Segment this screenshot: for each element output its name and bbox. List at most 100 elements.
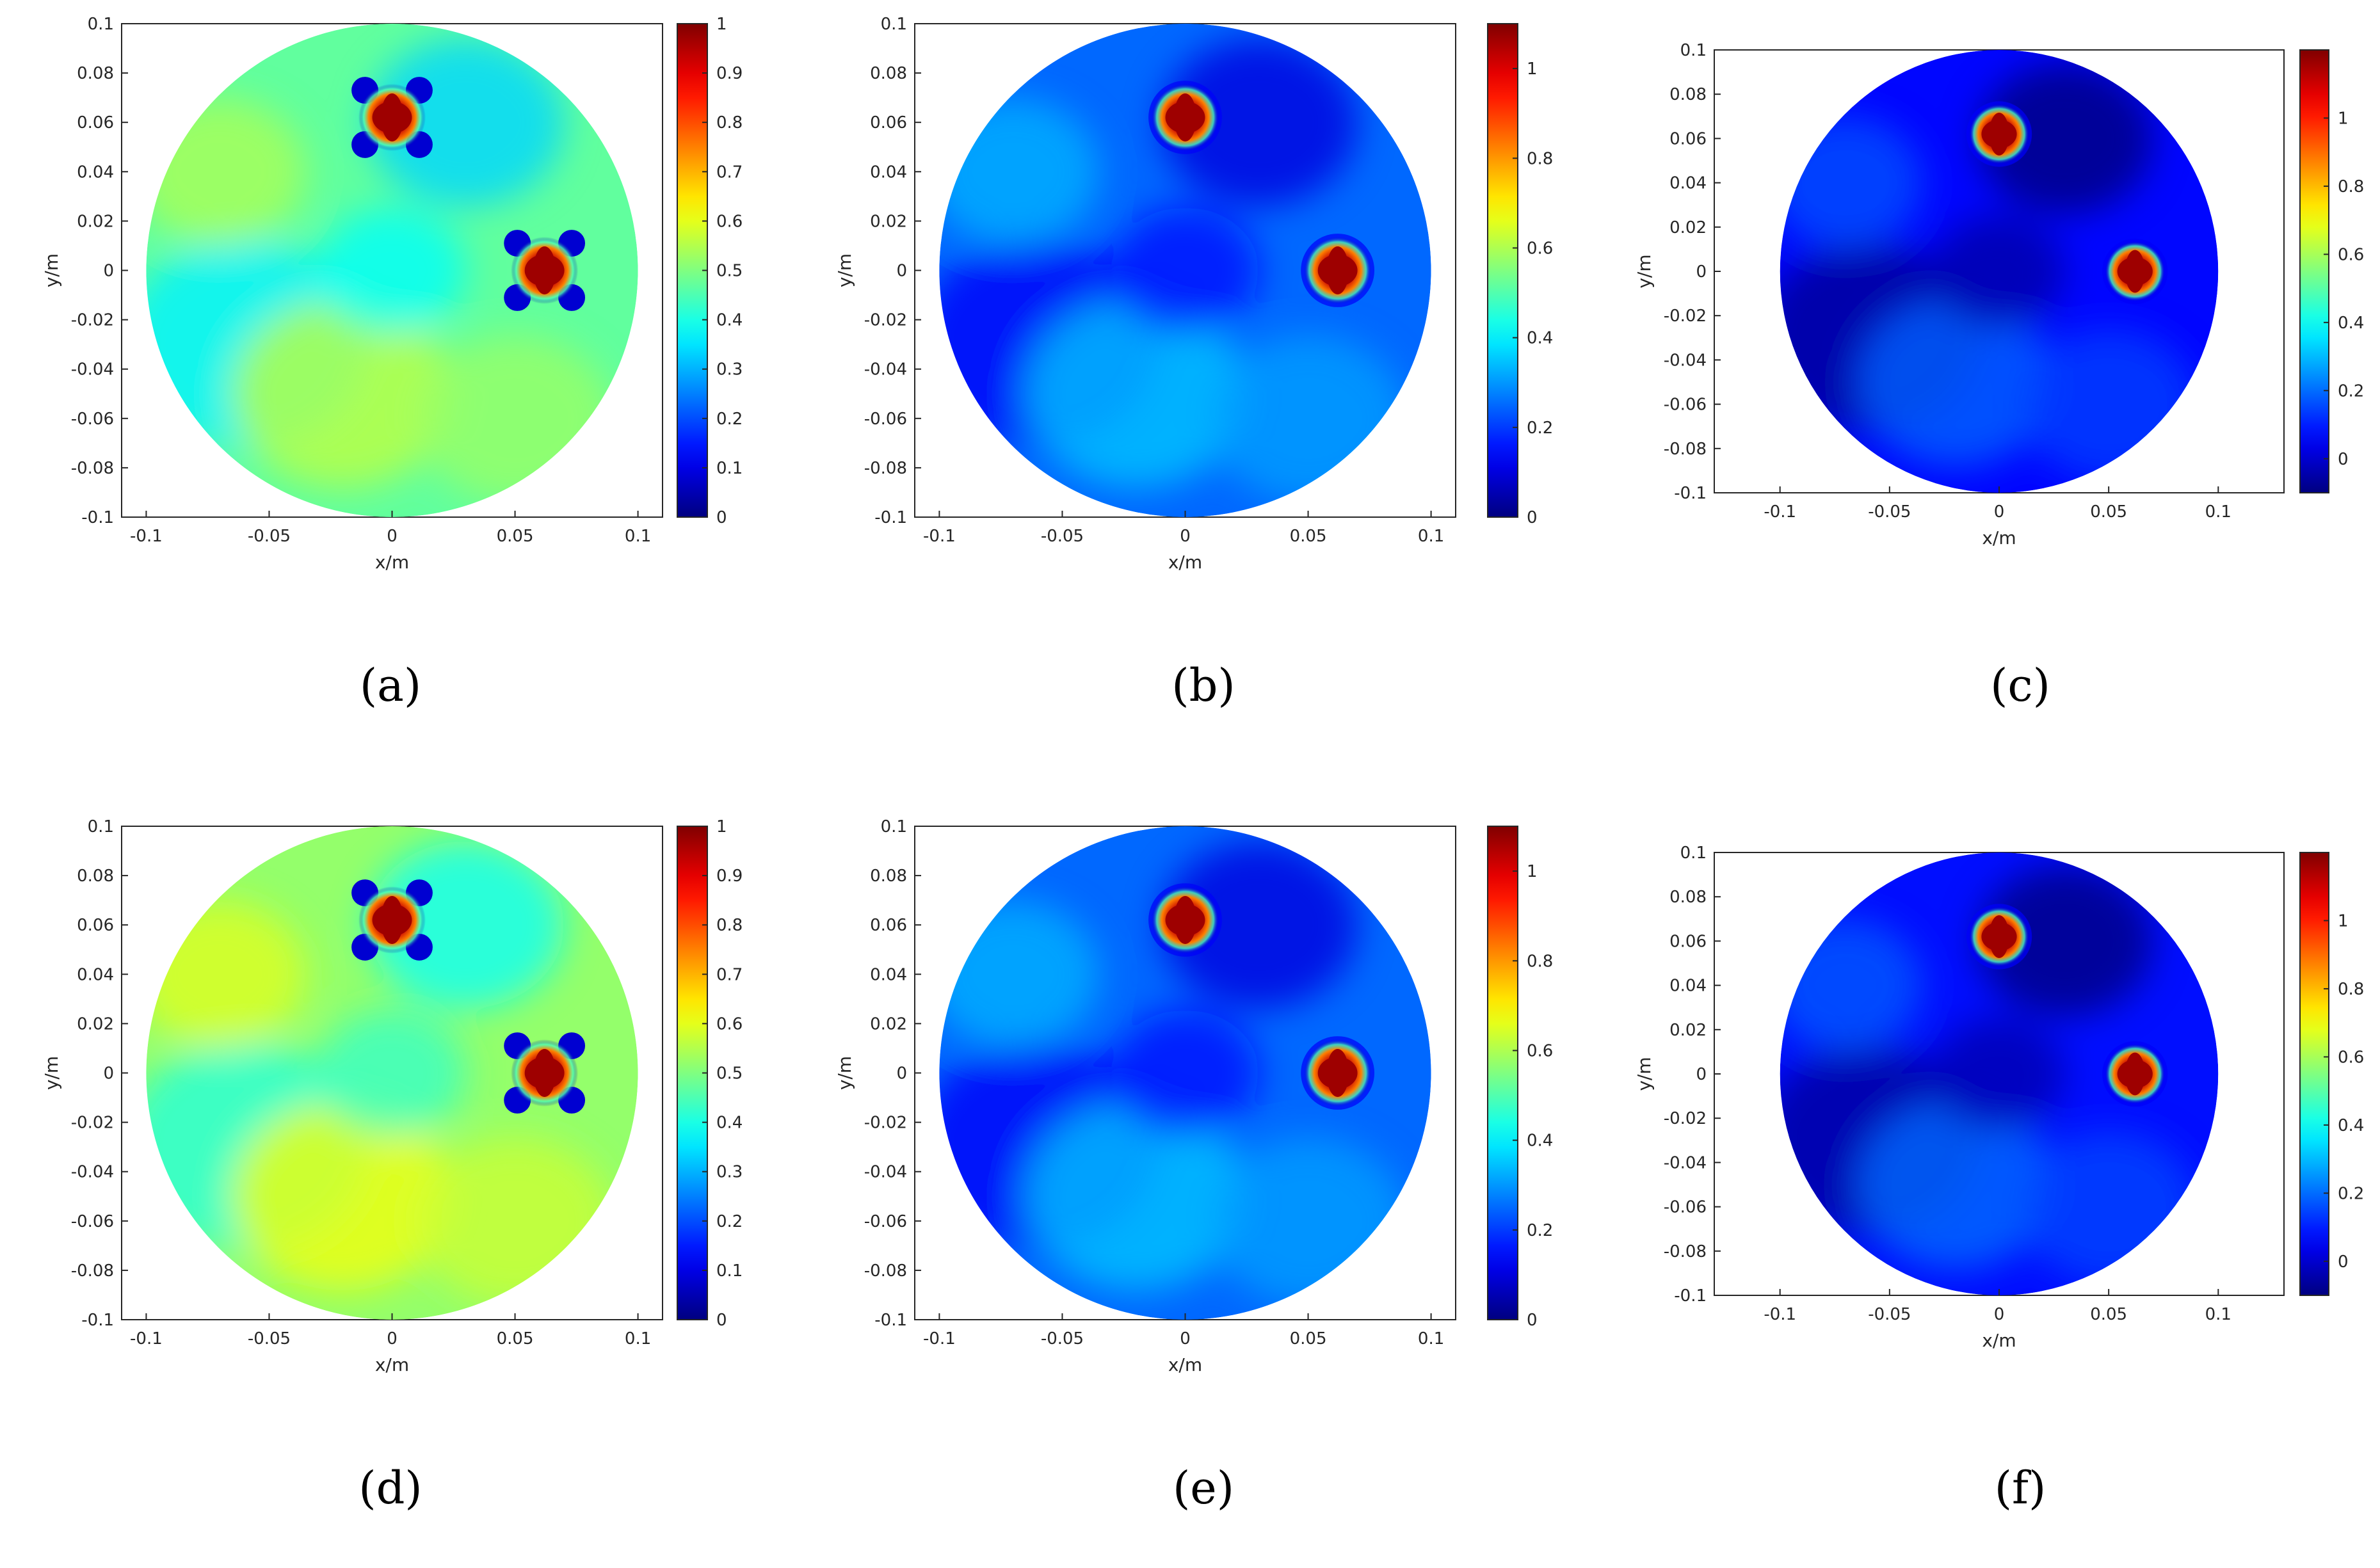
y-tick-label: 0.02 <box>1669 218 1707 237</box>
x-tick-label: -0.05 <box>1041 527 1084 546</box>
colorbar-tick-label: 0.2 <box>716 410 743 429</box>
y-tick-label: -0.02 <box>1664 1109 1707 1128</box>
y-tick-label: -0.02 <box>71 1114 114 1133</box>
colorbar-tick-label: 0.4 <box>1527 329 1553 348</box>
y-tick-label: -0.08 <box>1664 440 1707 459</box>
colorbar-tick-label: 0.4 <box>716 311 743 330</box>
y-tick-label: -0.02 <box>864 1114 907 1133</box>
colorbar-tick-label: 0.2 <box>2338 381 2364 401</box>
colorbar-tick-label: 1 <box>2338 109 2349 128</box>
colorbar-tick-label: 1 <box>716 817 727 836</box>
y-tick-label: 0.02 <box>870 212 907 231</box>
y-tick-label: 0.08 <box>870 867 907 886</box>
x-tick-label: 0.05 <box>1290 527 1327 546</box>
colorbar-tick-label: 0.2 <box>2338 1184 2364 1203</box>
y-tick-label: -0.08 <box>71 1261 114 1281</box>
colorbar <box>2299 49 2329 493</box>
colorbar-tick-label: 0.8 <box>716 113 743 132</box>
x-tick-label: -0.1 <box>923 527 956 546</box>
y-tick-label: 0.02 <box>77 212 114 231</box>
y-tick-label: 0.1 <box>1680 844 1707 863</box>
heatmap-plot-f: -0.1 -0.05 0 0.05 0.1 0.1 0.08 0.06 0.04 0.02 0 -0.… <box>1634 844 2364 1351</box>
colorbar-tick-label: 0.4 <box>2338 1116 2364 1135</box>
y-tick-label: 0.1 <box>88 817 114 836</box>
y-tick-label: 0.04 <box>870 965 907 984</box>
x-tick-label: 0.05 <box>1290 1329 1327 1348</box>
colorbar-tick-label: 0.5 <box>716 1064 743 1084</box>
inclusion-2 <box>2102 238 2168 305</box>
x-axis-label: x/m <box>1982 1330 2016 1351</box>
colorbar-tick-label: 0.7 <box>716 965 743 984</box>
y-tick-label: -0.04 <box>71 1163 114 1182</box>
x-axis-label: x/m <box>1982 527 2016 548</box>
y-tick-label: -0.1 <box>1674 484 1707 503</box>
inclusion-1 <box>351 77 433 158</box>
y-tick-label: -0.08 <box>864 459 907 478</box>
y-axis-label: y/m <box>41 253 62 287</box>
y-tick-label: -0.04 <box>71 360 114 380</box>
x-tick-label: 0 <box>1994 502 2005 522</box>
inclusion-1 <box>1148 81 1222 154</box>
y-tick-label: 0.04 <box>1669 977 1707 996</box>
y-axis-label: y/m <box>1634 254 1655 288</box>
inclusion-2 <box>1301 234 1375 307</box>
x-tick-label: 0.05 <box>2090 502 2127 522</box>
colorbar-tick-label: 0.8 <box>1527 149 1553 168</box>
y-axis-label: y/m <box>834 253 855 287</box>
colorbar-tick-label: 1 <box>1527 60 1538 79</box>
colorbar-tick-label: 0.4 <box>716 1114 743 1133</box>
x-tick-label: 0.05 <box>2090 1305 2127 1324</box>
colorbar-tick-label: 0 <box>2338 450 2349 469</box>
panel-f: -0.1 -0.05 0 0.05 0.1 0.1 0.08 0.06 0.04 0.02 0 -0.… <box>1586 803 2379 1568</box>
x-tick-label: -0.05 <box>248 527 291 546</box>
x-tick-label: 0.1 <box>1418 527 1444 546</box>
caption-e: (e) <box>1172 1462 1235 1514</box>
y-tick-label: -0.08 <box>864 1261 907 1281</box>
colorbar-tick-label: 0.8 <box>1527 952 1553 971</box>
y-tick-label: 0.06 <box>1669 932 1707 951</box>
caption-b: (b) <box>1171 659 1235 712</box>
y-tick-label: -0.02 <box>1664 307 1707 326</box>
y-tick-label: 0.06 <box>1669 129 1707 148</box>
y-tick-label: -0.1 <box>874 508 907 527</box>
colorbar-tick-label: 0.8 <box>716 916 743 935</box>
y-tick-label: 0.1 <box>881 817 907 836</box>
inclusion-1 <box>351 879 433 961</box>
y-tick-label: 0.04 <box>870 163 907 182</box>
caption-f: (f) <box>1994 1462 2046 1514</box>
y-tick-label: -0.1 <box>1674 1286 1707 1306</box>
x-tick-label: -0.1 <box>130 1329 163 1348</box>
heatmap-plot-a: -0.1 -0.05 0 0.05 0.1 0.1 0.08 0.06 0.04 0.02 0 -0.… <box>41 15 743 573</box>
colorbar-tick-label: 0.3 <box>716 360 743 380</box>
x-axis-label: x/m <box>375 1354 409 1375</box>
colorbar-tick-label: 0 <box>1527 508 1538 527</box>
y-tick-label: 0.08 <box>77 64 114 83</box>
caption-a: (a) <box>359 659 422 712</box>
colorbar-tick-label: 0.6 <box>2338 1048 2364 1067</box>
y-tick-label: 0 <box>1696 1065 1707 1084</box>
y-tick-label: -0.06 <box>71 410 114 429</box>
inclusion-1 <box>1148 883 1222 957</box>
panel-e: -0.1 -0.05 0 0.05 0.1 0.1 0.08 0.06 0.04 0.02 0 -0.… <box>793 803 1586 1568</box>
caption-d: (d) <box>358 1462 422 1514</box>
colorbar <box>1487 23 1518 518</box>
y-tick-label: 0.08 <box>1669 85 1707 104</box>
x-tick-label: 0 <box>387 527 398 546</box>
y-tick-label: -0.04 <box>1664 1153 1707 1172</box>
colorbar-tick-label: 1 <box>1527 862 1538 881</box>
colorbar-tick-label: 0.6 <box>1527 239 1553 258</box>
x-tick-label: 0 <box>1180 527 1191 546</box>
colorbar-tick-label: 0.2 <box>716 1212 743 1231</box>
colorbar-tick-label: 0.5 <box>716 262 743 281</box>
y-tick-label: 0 <box>103 1064 114 1084</box>
colorbar <box>2299 852 2329 1296</box>
colorbar-tick-label: 0.1 <box>716 459 743 478</box>
colorbar-tick-label: 0 <box>1527 1311 1538 1330</box>
colorbar-tick-label: 0.9 <box>716 867 743 886</box>
colorbar-tick-label: 0.8 <box>2338 980 2364 999</box>
y-tick-label: 0.06 <box>77 916 114 935</box>
x-tick-label: -0.05 <box>1868 502 1911 522</box>
x-axis-label: x/m <box>375 552 409 573</box>
y-tick-label: -0.04 <box>1664 351 1707 370</box>
colorbar-tick-label: 0.2 <box>1527 419 1553 438</box>
